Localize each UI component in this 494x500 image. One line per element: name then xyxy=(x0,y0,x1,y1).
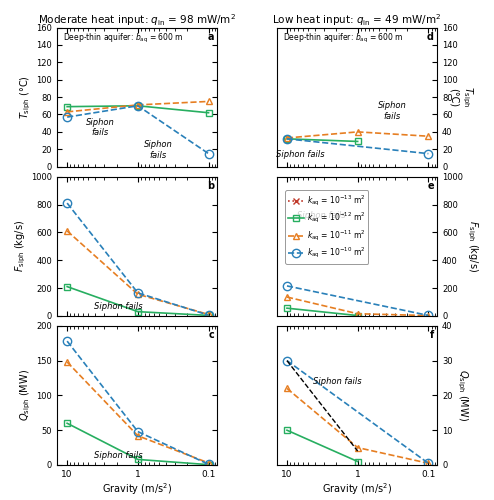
Text: Siphon fails: Siphon fails xyxy=(297,211,346,220)
Text: a: a xyxy=(207,32,214,42)
X-axis label: Gravity (m/s$^2$): Gravity (m/s$^2$) xyxy=(322,482,392,498)
Text: Siphon
fails: Siphon fails xyxy=(86,118,115,138)
Y-axis label: $T_{\rm siph}$
(°C): $T_{\rm siph}$ (°C) xyxy=(449,86,475,108)
Text: Deep-thin aquifer: $b_{\rm aq}$ = 600 m: Deep-thin aquifer: $b_{\rm aq}$ = 600 m xyxy=(63,32,184,45)
Y-axis label: $F_{\rm siph}$ (kg/s): $F_{\rm siph}$ (kg/s) xyxy=(14,220,28,272)
Text: d: d xyxy=(427,32,434,42)
Text: Low heat input: $q_{\rm in}$ = 49 mW/m$^2$: Low heat input: $q_{\rm in}$ = 49 mW/m$^… xyxy=(272,12,442,28)
Text: c: c xyxy=(208,330,214,340)
Text: Moderate heat input: $q_{\rm in}$ = 98 mW/m$^2$: Moderate heat input: $q_{\rm in}$ = 98 m… xyxy=(38,12,236,28)
Text: Siphon fails: Siphon fails xyxy=(313,377,362,386)
Text: Siphon fails: Siphon fails xyxy=(93,451,142,460)
Legend: $k_{\rm aq}$ = 10$^{-13}$ m$^2$, $k_{\rm aq}$ = 10$^{-12}$ m$^2$, $k_{\rm aq}$ =: $k_{\rm aq}$ = 10$^{-13}$ m$^2$, $k_{\rm… xyxy=(285,190,369,264)
X-axis label: Gravity (m/s$^2$): Gravity (m/s$^2$) xyxy=(102,482,172,498)
Text: b: b xyxy=(207,181,214,191)
Text: Siphon fails: Siphon fails xyxy=(277,150,325,158)
Y-axis label: $Q_{\rm siph}$ (MW): $Q_{\rm siph}$ (MW) xyxy=(455,370,469,422)
Text: e: e xyxy=(427,181,434,191)
Y-axis label: $Q_{\rm siph}$ (MW): $Q_{\rm siph}$ (MW) xyxy=(19,370,34,422)
Y-axis label: $F_{\rm siph}$ (kg/s): $F_{\rm siph}$ (kg/s) xyxy=(465,220,480,272)
Text: f: f xyxy=(430,330,434,340)
Text: Siphon fails: Siphon fails xyxy=(93,302,142,310)
Text: Siphon
fails: Siphon fails xyxy=(144,140,172,160)
Text: Siphon
fails: Siphon fails xyxy=(378,102,407,120)
Text: Deep-thin aquifer: $b_{\rm aq}$ = 600 m: Deep-thin aquifer: $b_{\rm aq}$ = 600 m xyxy=(283,32,404,45)
Y-axis label: $T_{\rm siph}$ (°C): $T_{\rm siph}$ (°C) xyxy=(19,75,33,119)
